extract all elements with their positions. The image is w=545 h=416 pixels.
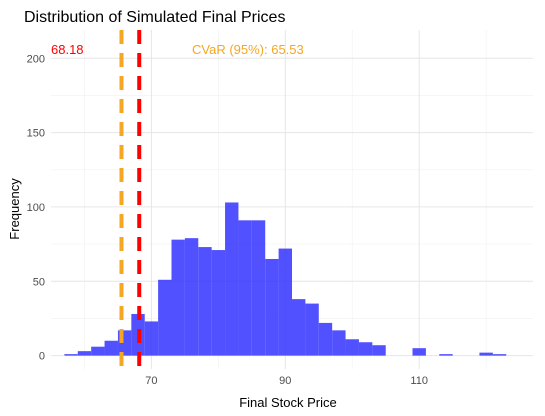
histogram-bar [64,354,78,356]
histogram-bar [332,330,346,356]
histogram-bar [412,348,426,356]
x-tick-label: 110 [410,375,428,387]
y-tick-label: 0 [39,351,45,363]
reference-lines [119,30,142,369]
y-tick-label: 50 [33,276,45,288]
x-axis-title: Final Stock Price [239,395,337,410]
histogram-bar [372,345,386,356]
axis-ticks: 0 50 100 150 200 70 90 110 [27,53,428,387]
histogram-bar [171,239,185,356]
chart-title: Distribution of Simulated Final Prices [24,9,285,26]
histogram-bar [211,250,226,356]
histogram-bar [104,340,118,356]
y-tick-label: 150 [27,128,45,140]
histogram-bar [158,279,172,356]
var-annotation: 68.18 [51,42,84,57]
histogram-bar [492,354,507,356]
y-tick-label: 100 [27,202,45,214]
histogram-bar [238,220,252,356]
x-tick-label: 90 [279,375,291,387]
histogram-bar [91,346,105,356]
histogram-bar [439,354,453,356]
x-tick-label: 70 [145,375,157,387]
histogram-bar [225,202,239,356]
histogram-bar [305,303,319,356]
histogram-bar [318,322,333,356]
y-tick-label: 200 [27,53,45,65]
histogram-bar [144,321,159,356]
histogram-bar [251,220,266,356]
histogram-bar [358,342,373,356]
histogram-bar [345,339,359,356]
histogram-bar [292,299,306,356]
histogram-bar [77,351,92,356]
histogram-bar [479,352,493,356]
histogram-bars [64,202,507,356]
histogram-bar [265,258,279,356]
y-axis-title: Frequency [7,178,22,240]
histogram-bar [184,238,199,356]
histogram-bar [198,247,212,356]
histogram-bar [278,248,292,356]
cvar-annotation: CVaR (95%): 65.53 [192,42,304,57]
